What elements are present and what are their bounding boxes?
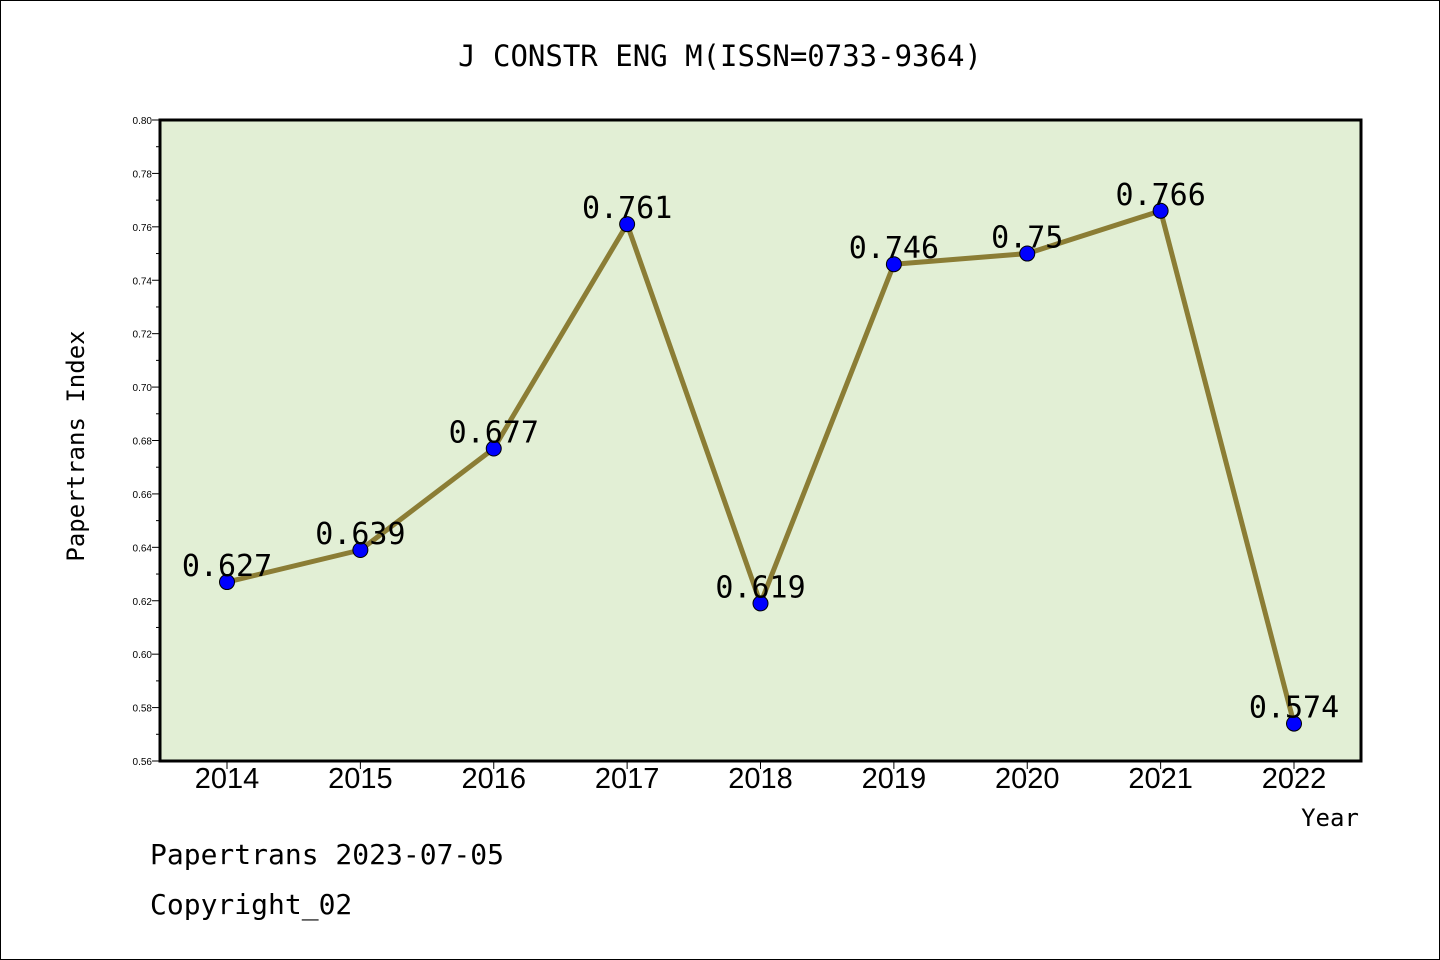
x-axis: 2014 2015 2016 2017 2018 2019 2020 2021 2022 <box>195 761 1327 795</box>
x-tick-label: 2020 <box>995 763 1060 795</box>
x-tick-label: 2022 <box>1262 763 1327 795</box>
data-value-label: 0.639 <box>315 517 405 552</box>
footer-copyright: Copyright_02 <box>150 888 352 922</box>
data-value-label: 0.75 <box>991 221 1063 256</box>
chart-title: J CONSTR ENG M(ISSN=0733-9364) <box>458 39 982 73</box>
x-tick-label: 2017 <box>595 763 660 795</box>
footer-date: Papertrans 2023-07-05 <box>150 838 504 871</box>
y-tick-label: 0.76 <box>133 223 153 234</box>
y-tick-label: 0.72 <box>133 330 153 341</box>
y-tick-label: 0.66 <box>133 490 153 501</box>
data-value-label: 0.766 <box>1115 178 1205 213</box>
x-axis-label: Year <box>1301 804 1359 832</box>
y-tick-label: 0.60 <box>133 650 153 661</box>
plot-area <box>158 118 1363 763</box>
data-point-marker <box>485 440 502 457</box>
data-point-marker <box>619 216 636 233</box>
marker-group <box>219 202 1302 732</box>
y-tick-label: 0.58 <box>133 704 153 715</box>
data-value-label: 0.619 <box>715 570 805 605</box>
y-tick-label: 0.78 <box>133 169 153 180</box>
x-tick-label: 2015 <box>328 763 393 795</box>
data-value-label: 0.627 <box>182 549 272 584</box>
x-tick-label: 2016 <box>461 763 526 795</box>
y-tick-label: 0.56 <box>133 757 153 768</box>
y-axis: 0.56 0.58 0.60 0.62 0.64 0.66 0.68 0.70 0.72 0.74… <box>133 116 160 768</box>
y-axis-label: Papertrans Index <box>62 330 90 561</box>
data-point-marker <box>752 595 769 612</box>
y-tick-label: 0.68 <box>133 437 153 448</box>
data-point-marker <box>352 542 369 559</box>
data-value-label: 0.677 <box>449 416 539 451</box>
x-tick-label: 2021 <box>1128 763 1193 795</box>
x-tick-label: 2019 <box>862 763 927 795</box>
data-point-marker <box>219 574 235 591</box>
x-tick-label: 2014 <box>195 763 260 795</box>
y-tick-label: 0.64 <box>133 543 153 554</box>
data-point-marker <box>1019 245 1036 262</box>
y-tick-label: 0.62 <box>133 597 153 608</box>
y-tick-label: 0.70 <box>133 383 153 394</box>
data-value-label: 0.761 <box>582 191 672 226</box>
data-point-marker <box>885 256 902 273</box>
data-value-label: 0.746 <box>849 231 939 266</box>
data-label-group: 0.627 0.639 0.677 0.761 0.619 0.746 0.75 0.766 0… <box>182 178 1339 726</box>
y-tick-label: 0.80 <box>133 116 153 127</box>
data-value-label: 0.574 <box>1249 691 1339 726</box>
x-tick-label: 2018 <box>728 763 793 795</box>
y-tick-label: 0.74 <box>133 276 153 287</box>
data-point-marker <box>1286 715 1302 732</box>
data-point-marker <box>1152 202 1169 219</box>
